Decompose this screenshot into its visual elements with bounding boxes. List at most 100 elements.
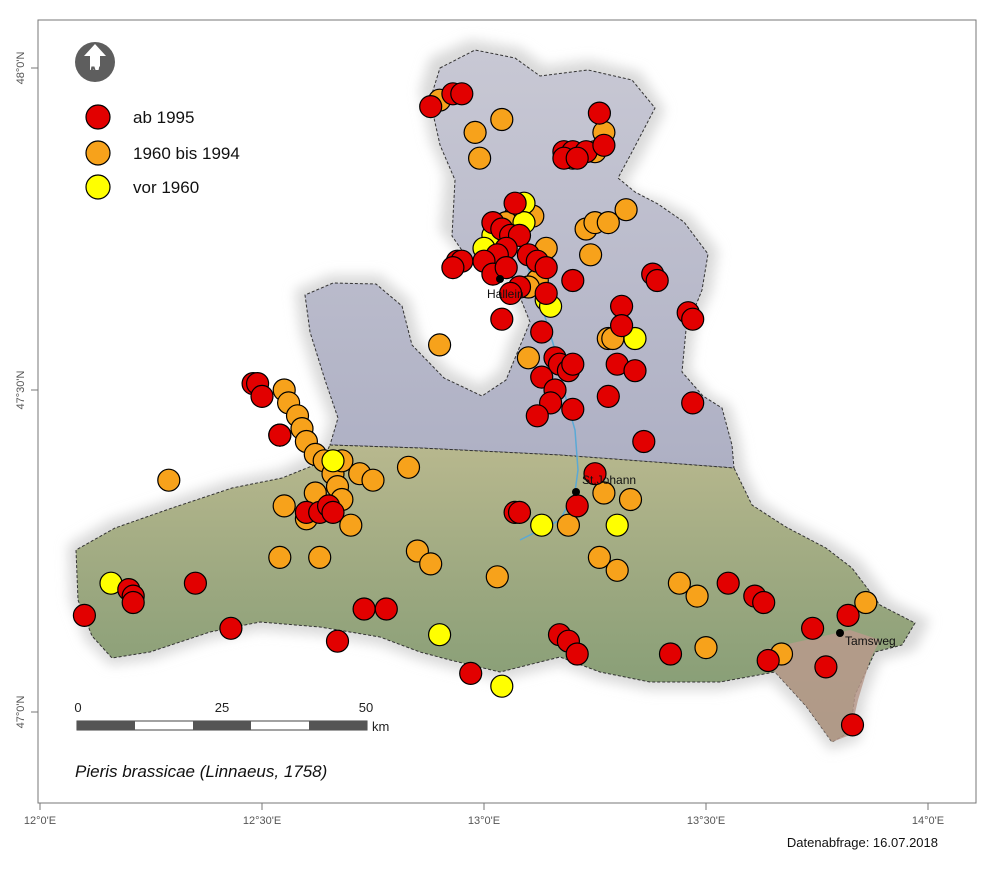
occurrence-point <box>268 423 292 447</box>
occurrence-point <box>525 404 549 428</box>
occurrence-point <box>321 449 345 473</box>
legend-swatch <box>85 174 111 200</box>
city-marker <box>496 275 504 283</box>
species-title: Pieris brassicae (Linnaeus, 1758) <box>75 762 327 781</box>
city-st-johann: St.Johann <box>572 473 636 496</box>
lat-tick-label: 48°0'N <box>15 52 27 85</box>
occurrence-point <box>556 513 581 537</box>
occurrence-point <box>450 82 474 106</box>
legend-item: vor 1960 <box>85 174 199 200</box>
occurrence-point <box>534 256 558 280</box>
occurrence-point <box>592 133 616 157</box>
scale-unit: km <box>372 719 389 734</box>
occurrence-point <box>419 552 443 576</box>
city-label: St.Johann <box>582 473 636 487</box>
occurrence-point <box>534 281 558 305</box>
occurrence-point <box>530 320 554 344</box>
lon-tick-label: 13°30'E <box>687 815 725 827</box>
occurrence-point <box>800 616 825 640</box>
occurrence-point <box>587 545 612 570</box>
scale-label: 0 <box>74 700 81 715</box>
occurrence-point <box>623 359 647 383</box>
city-hallein: Hallein <box>487 275 524 301</box>
legend-swatch <box>85 104 111 130</box>
occurrence-point <box>272 494 296 518</box>
occurrence-point <box>468 146 492 170</box>
occurrence-point <box>752 590 776 615</box>
lat-tick-label: 47°0'N <box>15 696 27 729</box>
occurrence-point <box>428 623 452 647</box>
occurrence-point <box>499 281 523 305</box>
occurrence-point <box>681 391 705 415</box>
occurrence-point <box>587 101 612 125</box>
svg-text:N: N <box>89 63 102 82</box>
occurrence-point <box>352 597 376 621</box>
legend-label: ab 1995 <box>133 108 194 127</box>
occurrence-point <box>490 107 514 132</box>
occurrence-point <box>561 268 585 293</box>
occurrence-point <box>516 346 541 370</box>
occurrence-point <box>219 616 243 640</box>
scale-label: 25 <box>215 700 229 715</box>
occurrence-point <box>840 713 865 737</box>
occurrence-point <box>561 352 585 376</box>
occurrence-point <box>121 590 145 615</box>
occurrence-point <box>396 455 421 479</box>
lon-tick-label: 12°0'E <box>24 815 56 827</box>
occurrence-point <box>645 268 669 293</box>
scale-bar: 0 25 50 km <box>74 700 389 734</box>
city-label: Tamsweg <box>845 634 896 648</box>
occurrence-point <box>459 661 483 686</box>
lat-tick-label: 47°30'N <box>15 370 27 409</box>
city-label: Hallein <box>487 287 524 301</box>
occurrence-point <box>605 513 629 537</box>
occurrence-point <box>503 191 527 215</box>
occurrence-point <box>268 545 292 570</box>
occurrence-point <box>339 513 363 537</box>
city-marker <box>572 488 580 496</box>
occurrence-point <box>325 629 350 653</box>
occurrence-point <box>658 642 683 666</box>
occurrence-point <box>441 256 465 280</box>
occurrence-point <box>308 545 332 570</box>
legend: ab 1995 1960 bis 1994 vor 1960 <box>85 104 240 200</box>
occurrence-points <box>72 82 878 737</box>
occurrence-point <box>490 307 514 331</box>
legend-label: 1960 bis 1994 <box>133 144 240 163</box>
occurrence-point <box>419 94 443 119</box>
occurrence-point <box>494 256 518 280</box>
occurrence-point <box>592 481 616 505</box>
occurrence-point <box>485 565 509 589</box>
occurrence-point <box>632 429 656 454</box>
occurrence-point <box>814 655 838 679</box>
occurrence-point <box>490 674 514 698</box>
city-tamsweg: Tamsweg <box>836 629 896 648</box>
occurrence-point <box>605 558 629 582</box>
occurrence-point <box>836 603 860 628</box>
occurrence-point <box>716 571 740 595</box>
occurrence-point <box>583 462 607 486</box>
occurrence-point <box>596 384 620 408</box>
salzach-river <box>519 259 579 541</box>
occurrence-point <box>614 198 638 222</box>
legend-item: ab 1995 <box>85 104 194 130</box>
occurrence-point <box>321 500 345 525</box>
occurrence-point <box>681 307 705 331</box>
occurrence-point <box>428 333 452 357</box>
occurrence-point <box>609 294 634 318</box>
occurrence-point <box>250 384 274 408</box>
city-marker <box>836 629 844 637</box>
legend-swatch <box>85 140 111 166</box>
query-date: Datenabfrage: 16.07.2018 <box>787 835 938 850</box>
occurrence-point <box>463 120 487 144</box>
occurrence-point <box>609 314 634 338</box>
legend-label: vor 1960 <box>133 178 199 197</box>
north-arrow-icon: N <box>75 42 115 82</box>
occurrence-point <box>530 513 554 537</box>
scale-label: 50 <box>359 700 373 715</box>
lon-ticks <box>39 803 929 810</box>
occurrence-point <box>374 597 398 621</box>
occurrence-point <box>157 468 181 492</box>
lon-tick-label: 12°30'E <box>243 815 281 827</box>
